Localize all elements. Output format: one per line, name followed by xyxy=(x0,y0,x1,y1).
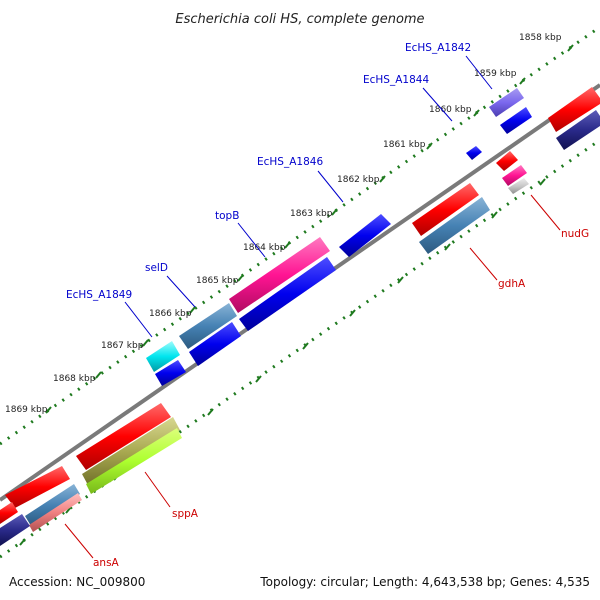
gene-block-echs-a1844[interactable] xyxy=(500,107,532,134)
gene-block-edge-navy[interactable] xyxy=(556,110,600,150)
tick-label: 1860 kbp xyxy=(429,105,472,115)
gene-label-reverse[interactable]: ansA xyxy=(93,557,120,569)
gene-label-reverse[interactable]: nudG xyxy=(561,228,589,240)
gene-label-forward[interactable]: selD xyxy=(145,262,168,274)
tick-label: 1865 kbp xyxy=(196,276,239,286)
gene-features xyxy=(0,87,600,546)
gene-label-forward[interactable]: EcHS_A1846 xyxy=(257,156,323,168)
gene-block-ansa-b[interactable] xyxy=(25,484,80,526)
accession-text: Accession: NC_009800 xyxy=(9,575,145,589)
gene-block-ansa-edge[interactable] xyxy=(0,502,18,524)
tick-label: 1866 kbp xyxy=(149,309,192,319)
gene-block-echs-a1846[interactable] xyxy=(339,214,391,257)
gene-block-topb[interactable] xyxy=(229,237,330,313)
tick-label: 1869 kbp xyxy=(5,405,48,415)
gene-block-nudg-a[interactable] xyxy=(496,151,518,171)
gene-block-small-forward[interactable] xyxy=(466,146,482,160)
tick-label: 1858 kbp xyxy=(519,33,562,43)
gene-block-seld[interactable] xyxy=(179,303,237,349)
label-leaders xyxy=(64,55,561,559)
gene-block-gdha-b[interactable] xyxy=(419,197,490,254)
gene-block-ansa-navy[interactable] xyxy=(0,514,30,546)
gene-block-ansa-c[interactable] xyxy=(29,493,82,532)
topology-text: Topology: circular; Length: 4,643,538 bp… xyxy=(259,575,590,589)
gene-block-nudg-c[interactable] xyxy=(508,178,529,194)
tick-label: 1862 kbp xyxy=(337,175,380,185)
gene-block-sppa-c[interactable] xyxy=(86,428,182,494)
outer-major-ticks xyxy=(45,44,574,414)
gene-label-reverse[interactable]: sppA xyxy=(172,508,199,520)
gene-block-echs-a1842[interactable] xyxy=(489,88,524,117)
outer-tick-track xyxy=(0,25,600,446)
tick-label: 1859 kbp xyxy=(474,69,517,79)
gene-label-forward[interactable]: EcHS_A1849 xyxy=(66,289,132,301)
inner-tick-track xyxy=(0,138,600,559)
tick-label: 1861 kbp xyxy=(383,140,426,150)
gene-block-forward-mid[interactable] xyxy=(189,322,241,366)
gene-block-echs-a1849[interactable] xyxy=(146,341,180,372)
gene-block-sppa-b[interactable] xyxy=(82,417,180,487)
gene-block-forward-small[interactable] xyxy=(155,360,186,386)
gene-label-reverse[interactable]: gdhA xyxy=(498,278,526,290)
gene-block-edge-red[interactable] xyxy=(548,87,600,132)
gene-label-forward[interactable]: EcHS_A1844 xyxy=(363,74,429,86)
tick-label: 1864 kbp xyxy=(243,243,286,253)
map-title: Escherichia coli HS, complete genome xyxy=(175,12,424,27)
gene-block-forward-long[interactable] xyxy=(239,257,336,331)
gene-labels: EcHS_A1842 EcHS_A1844 EcHS_A1846 topB se… xyxy=(66,42,589,569)
gene-block-ansa-a[interactable] xyxy=(5,466,70,508)
gene-block-sppa-a[interactable] xyxy=(76,403,171,470)
tick-labels: 1858 kbp 1859 kbp 1860 kbp 1861 kbp 1862… xyxy=(5,33,562,415)
gene-label-forward[interactable]: EcHS_A1842 xyxy=(405,42,471,54)
gene-block-nudg-b[interactable] xyxy=(502,165,527,186)
tick-label: 1867 kbp xyxy=(101,341,144,351)
tick-label: 1868 kbp xyxy=(53,374,96,384)
tick-label: 1863 kbp xyxy=(290,209,333,219)
gene-label-forward[interactable]: topB xyxy=(215,210,239,222)
gene-block-gdha-a[interactable] xyxy=(412,183,479,236)
